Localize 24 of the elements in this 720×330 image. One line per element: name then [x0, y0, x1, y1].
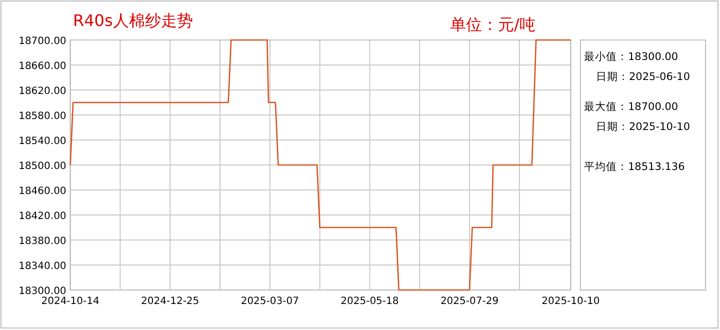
y-tick-label: 18420.00 — [18, 211, 66, 222]
text: 日期：2025-06-10 — [596, 71, 690, 83]
x-tick-label: 2024-12-25 — [141, 296, 200, 307]
y-tick-label: 18500.00 — [18, 161, 66, 172]
x-tick-label: 2025-07-29 — [440, 296, 499, 307]
x-tick-label: 2025-05-18 — [340, 296, 399, 307]
chart-title: R40s人棉纱走势 — [73, 11, 193, 30]
y-tick-label: 18380.00 — [18, 236, 66, 247]
y-tick-label: 18460.00 — [18, 186, 66, 197]
text: 日期：2025-10-10 — [596, 121, 690, 133]
text: 平均值：18513.136 — [584, 161, 686, 173]
x-tick-label: 2024-10-14 — [41, 296, 100, 307]
y-tick-label: 18300.00 — [18, 286, 66, 297]
y-tick-label: 18660.00 — [18, 61, 66, 72]
chart-subtitle: 单位：元/吨 — [450, 15, 536, 34]
y-tick-label: 18540.00 — [18, 136, 66, 147]
y-tick-label: 18700.00 — [18, 36, 66, 47]
text: 最小值：18300.00 — [584, 50, 678, 63]
x-tick-label: 2025-03-07 — [240, 296, 299, 307]
y-tick-label: 18620.00 — [18, 86, 66, 97]
x-tick-label: 2025-10-10 — [542, 296, 600, 307]
y-tick-label: 18340.00 — [18, 261, 66, 272]
y-tick-label: 18580.00 — [18, 111, 66, 122]
text: 最大值：18700.00 — [584, 100, 678, 113]
